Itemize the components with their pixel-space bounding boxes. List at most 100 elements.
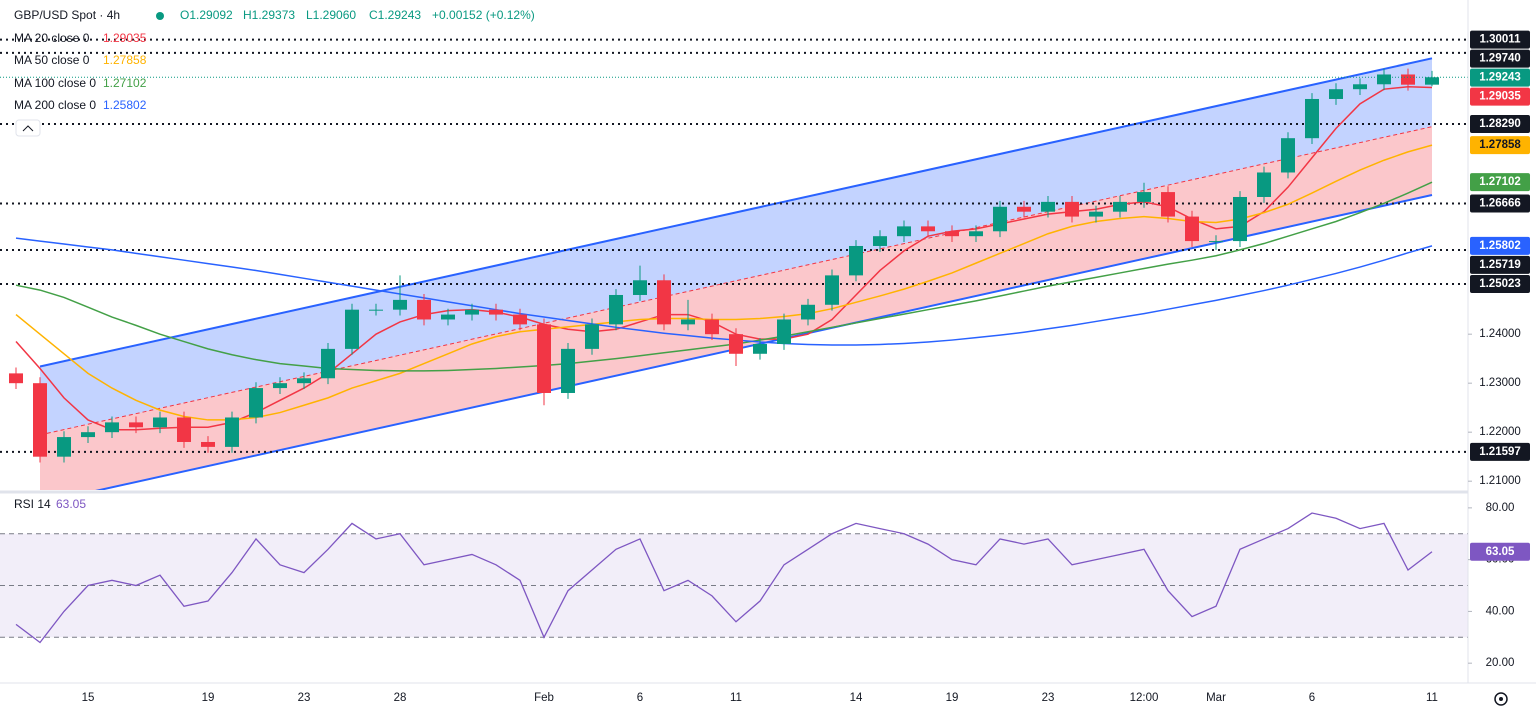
level-badge [1470,442,1530,461]
candle-body [873,236,887,246]
level-badge [1470,255,1530,274]
collapse-button[interactable] [15,119,41,137]
candle-body [9,373,23,384]
candle-body [1257,172,1271,197]
x-tick-label: 12:00 [1130,692,1159,704]
candle-body [609,294,623,325]
y-tick-label: 1.21000 [1479,475,1521,487]
candle-body [225,417,239,447]
level-badge-text: 1.25023 [1479,278,1521,290]
low-text: L1.29060 [306,8,356,22]
level-badge-text: 1.29740 [1479,53,1521,65]
x-tick-label: 23 [298,692,311,704]
candle-body [465,309,479,315]
rsi-tick-label: 80.00 [1486,502,1515,514]
ma-badge [1470,236,1530,255]
candle-body [1185,216,1199,242]
candle-body [681,319,695,325]
x-tick-label: 19 [946,692,959,704]
candle-body [441,314,455,320]
y-tick-label: 1.24000 [1479,328,1521,340]
candle-body [489,309,503,315]
candle-body [1281,138,1295,173]
candle-body [993,206,1007,232]
open-text: O1.29092 [180,8,233,22]
legend-label: MA 50 close 0 [14,53,90,67]
plot-area [0,38,1468,644]
rsi-legend-label: RSI 14 [14,497,51,511]
legend: GBP/USD Spot · 4h O1.29092 H1.29373 L1.2… [14,8,535,511]
candle-body [1137,192,1151,202]
candle-body [945,231,959,237]
level-badge-text: 1.28290 [1479,118,1521,130]
rsi-legend-value: 63.05 [56,497,86,511]
candle-body [585,324,599,349]
candle-body [105,422,119,433]
settings-icon[interactable] [1494,692,1508,706]
rsi-badge [1470,542,1530,561]
candle-body [1377,74,1391,85]
candle-body [1041,201,1055,212]
x-tick-label: 6 [637,692,643,704]
candle-body [1425,77,1439,85]
candle-body [321,348,335,379]
legend-value: 1.25802 [103,98,147,112]
rsi-line [15,512,1433,644]
candle-body [57,437,71,457]
candle-body [393,299,407,310]
channel-lower-fill [40,126,1432,490]
candle-body [1017,206,1031,212]
candle-body [897,226,911,237]
candle-body [81,432,95,438]
y-tick-label: 1.23000 [1479,377,1521,389]
x-tick-label: 15 [82,692,95,704]
rsi-badge-text: 63.05 [1486,546,1515,558]
candle-body [153,417,167,428]
legend-label: MA 200 close 0 [14,98,96,112]
y-tick-label: 1.22000 [1479,426,1521,438]
level-badge [1470,275,1530,294]
level-badge [1470,114,1530,133]
candle-body [1305,98,1319,139]
ma-badge [1470,136,1530,155]
status-dot [156,12,164,20]
legend-value: 1.29035 [103,31,147,45]
candle-body [921,226,935,232]
candle-body [537,324,551,393]
candle-body [657,280,671,325]
candle-body [777,319,791,344]
x-tick-label: 23 [1042,692,1055,704]
candle-body [273,383,287,389]
candle-body [33,383,47,457]
x-tick-label: Mar [1206,692,1226,704]
x-tick-label: 28 [394,692,407,704]
candle-body [177,417,191,442]
ma-badge [1470,87,1530,106]
x-tick-label: 11 [1426,692,1438,704]
candle-body [417,299,431,320]
candle-body [1353,84,1367,90]
last-price-badge-text: 1.29243 [1479,72,1521,84]
close-text: C1.29243 [369,8,421,22]
ma-badge [1470,173,1530,192]
x-tick-label: 11 [730,692,742,704]
candle-body [369,309,383,311]
candle-body [1113,201,1127,212]
level-badge [1470,30,1530,49]
candle-body [705,319,719,335]
high-text: H1.29373 [243,8,295,22]
candle-body [1401,74,1415,85]
candle-body [1161,192,1175,217]
rsi-tick-label: 40.00 [1486,605,1515,617]
candle-body [345,309,359,349]
candle-body [513,314,527,325]
candle-body [729,334,743,354]
main-pane [0,38,1468,490]
candle-body [825,275,839,305]
candle-body [633,280,647,295]
candle-body [1089,211,1103,217]
candle-body [297,378,311,384]
candle-body [129,422,143,428]
axes: 1.21000 1.22000 1.23000 1.24000 1.30011 1.297… [82,30,1530,704]
